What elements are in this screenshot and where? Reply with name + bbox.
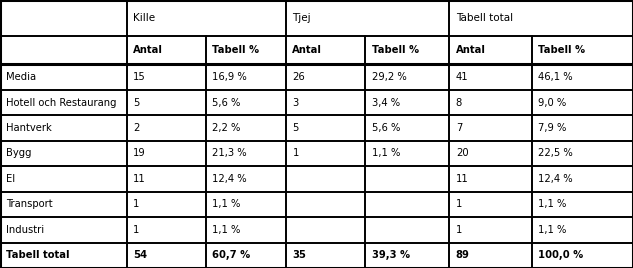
Text: Industri: Industri [6,225,44,235]
Text: 29,2 %: 29,2 % [372,72,406,82]
Text: 1,1 %: 1,1 % [212,225,241,235]
Text: 22,5 %: 22,5 % [538,148,573,158]
Text: Hantverk: Hantverk [6,123,52,133]
Text: 12,4 %: 12,4 % [538,174,573,184]
Text: 15: 15 [133,72,146,82]
Text: El: El [6,174,15,184]
Text: 46,1 %: 46,1 % [538,72,573,82]
Text: 89: 89 [456,250,470,260]
Text: 35: 35 [292,250,306,260]
Text: 5,6 %: 5,6 % [372,123,400,133]
Text: 1: 1 [133,199,139,209]
Text: 100,0 %: 100,0 % [538,250,583,260]
Text: Hotell och Restaurang: Hotell och Restaurang [6,98,117,107]
Text: Tabell %: Tabell % [372,45,418,55]
Text: 8: 8 [456,98,462,107]
Text: 1,1 %: 1,1 % [538,225,567,235]
Text: 5,6 %: 5,6 % [212,98,241,107]
Text: 2: 2 [133,123,139,133]
Text: 7,9 %: 7,9 % [538,123,567,133]
Text: 5: 5 [133,98,139,107]
Text: Tabell total: Tabell total [456,13,513,23]
Text: 39,3 %: 39,3 % [372,250,410,260]
Text: 1,1 %: 1,1 % [372,148,400,158]
Text: 21,3 %: 21,3 % [212,148,247,158]
Text: Antal: Antal [292,45,322,55]
Text: 1,1 %: 1,1 % [212,199,241,209]
Text: 5: 5 [292,123,299,133]
Text: 12,4 %: 12,4 % [212,174,247,184]
Text: Bygg: Bygg [6,148,32,158]
Text: Media: Media [6,72,37,82]
Text: Antal: Antal [456,45,486,55]
Text: Tabell %: Tabell % [538,45,585,55]
Text: 2,2 %: 2,2 % [212,123,241,133]
Text: 16,9 %: 16,9 % [212,72,247,82]
Text: 60,7 %: 60,7 % [212,250,250,260]
Text: 3: 3 [292,98,299,107]
Text: 1: 1 [133,225,139,235]
Text: 26: 26 [292,72,305,82]
Text: 7: 7 [456,123,462,133]
Text: 54: 54 [133,250,147,260]
Text: 20: 20 [456,148,468,158]
Text: Kille: Kille [133,13,155,23]
Text: 9,0 %: 9,0 % [538,98,567,107]
Text: Tabell %: Tabell % [212,45,259,55]
Text: 1: 1 [456,199,462,209]
Text: Transport: Transport [6,199,53,209]
Text: 1: 1 [456,225,462,235]
Text: 3,4 %: 3,4 % [372,98,399,107]
Text: 11: 11 [133,174,146,184]
Text: 1,1 %: 1,1 % [538,199,567,209]
Text: 1: 1 [292,148,299,158]
Text: 19: 19 [133,148,146,158]
Text: Tjej: Tjej [292,13,311,23]
Text: 11: 11 [456,174,468,184]
Text: 41: 41 [456,72,468,82]
Text: Antal: Antal [133,45,163,55]
Text: Tabell total: Tabell total [6,250,70,260]
